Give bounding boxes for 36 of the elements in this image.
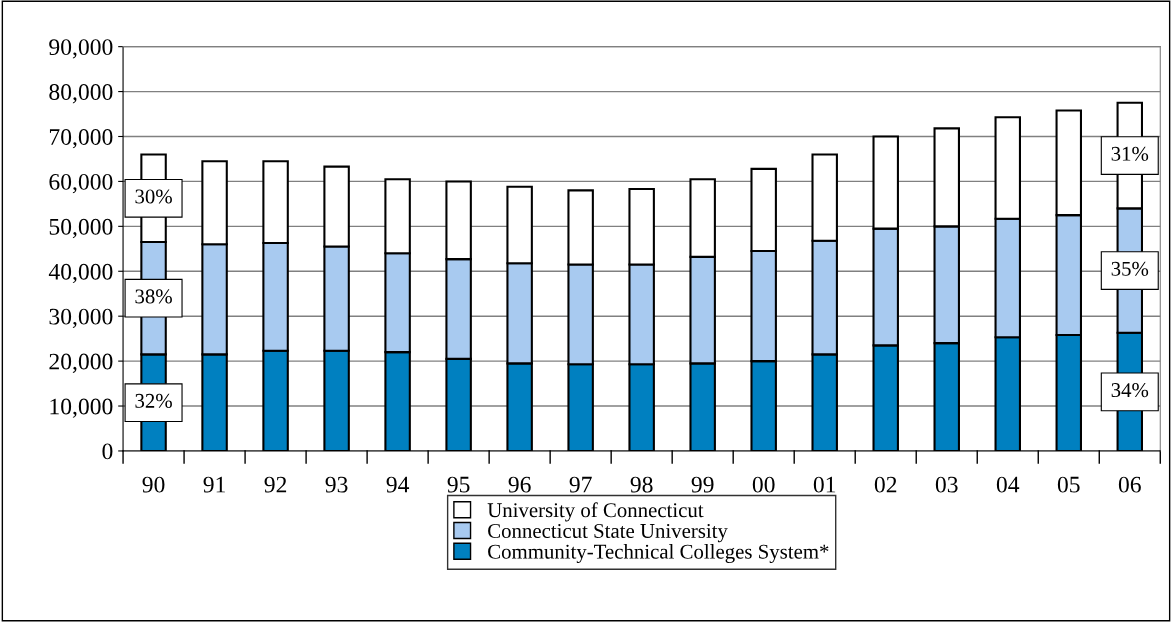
y-tick-label: 0 (102, 443, 113, 460)
y-tick-label: 70,000 (49, 128, 113, 149)
legend-label: University of Connecticut (487, 502, 704, 522)
x-tick-label: 95 (447, 476, 470, 493)
y-tick-label: 60,000 (49, 173, 113, 194)
x-tick-label: 93 (325, 476, 348, 493)
annotation: 32% (135, 393, 172, 408)
x-tick-label: 04 (996, 476, 1020, 493)
y-tick-label: 30,000 (49, 308, 113, 329)
x-tick-label: 01 (813, 476, 836, 493)
x-tick-label: 90 (142, 476, 165, 493)
x-tick-label: 94 (386, 476, 410, 493)
x-tick-label: 96 (508, 476, 531, 493)
x-tick-label: 05 (1057, 476, 1080, 493)
y-tick-label: 20,000 (49, 353, 113, 373)
x-tick-label: 06 (1118, 476, 1141, 493)
annotation: 35% (1111, 261, 1149, 276)
legend-label: Community-Technical Colleges System* (488, 544, 829, 563)
x-tick-label: 03 (935, 476, 958, 493)
annotation: 38% (135, 289, 172, 304)
y-tick-label: 40,000 (48, 263, 113, 284)
annotation: 34% (1111, 383, 1149, 398)
x-tick-label: 99 (691, 476, 714, 493)
x-tick-label: 00 (752, 476, 775, 493)
x-tick-label: 92 (264, 476, 287, 493)
x-tick-label: 91 (203, 476, 225, 493)
y-tick-label: 10,000 (50, 398, 113, 418)
y-tick-label: 90,000 (49, 39, 113, 59)
annotation: 30% (135, 189, 172, 204)
x-tick-label: 98 (630, 476, 653, 493)
y-tick-label: 50,000 (49, 218, 113, 239)
x-tick-label: 02 (874, 476, 897, 493)
legend-label: Connecticut State University (488, 523, 728, 543)
x-tick-label: 97 (569, 476, 592, 493)
annotation: 31% (1111, 146, 1149, 161)
y-tick-label: 80,000 (49, 84, 113, 104)
